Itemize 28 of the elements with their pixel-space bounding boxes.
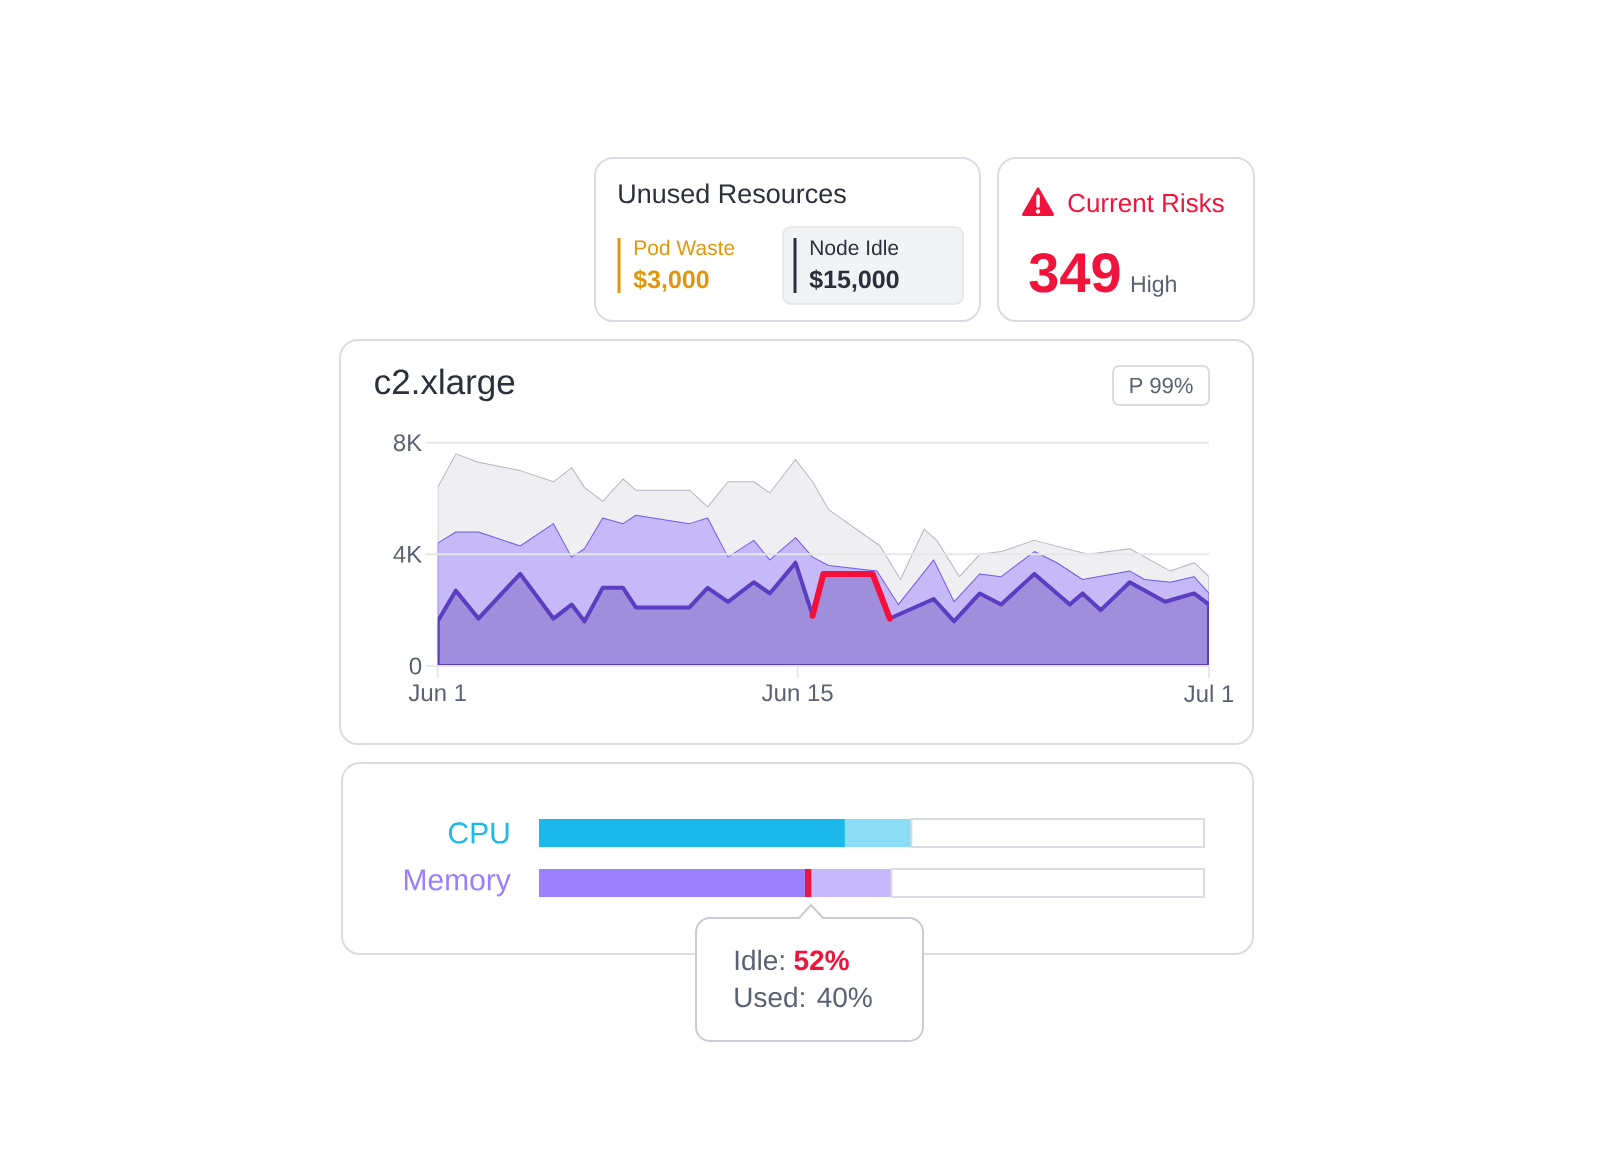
bar xyxy=(890,868,1206,898)
text: Used: 40% xyxy=(735,986,872,1008)
y-tick-label: CPU xyxy=(448,822,509,844)
chart-title: c2.xlarge xyxy=(375,368,515,402)
text: Current Risks xyxy=(1068,193,1224,213)
text: Node Idle xyxy=(810,239,899,256)
bar xyxy=(811,869,892,897)
bar xyxy=(805,869,812,897)
text: High xyxy=(1131,275,1176,297)
y-tick-label: Memory xyxy=(404,869,511,897)
text: Unused Resources xyxy=(619,183,846,204)
y-tick-label: 4K xyxy=(393,546,422,563)
x-tick-label: Jun 1 xyxy=(408,684,466,702)
bar xyxy=(910,818,1206,848)
text: P 99% xyxy=(1130,377,1193,394)
text: Pod Waste xyxy=(634,239,735,256)
text: $15,000 xyxy=(809,269,899,292)
text: 349 xyxy=(1029,252,1120,293)
bar xyxy=(539,869,806,897)
y-tick-label: 0 xyxy=(409,657,422,675)
text: 52% xyxy=(794,950,849,971)
bar xyxy=(844,819,912,847)
text: $3,000 xyxy=(633,269,709,292)
y-tick-label: 8K xyxy=(393,434,422,452)
text: Idle: xyxy=(735,949,784,971)
bar xyxy=(539,819,845,847)
x-tick-label: Jul 1 xyxy=(1184,684,1234,703)
x-tick-label: Jun 15 xyxy=(762,684,833,702)
